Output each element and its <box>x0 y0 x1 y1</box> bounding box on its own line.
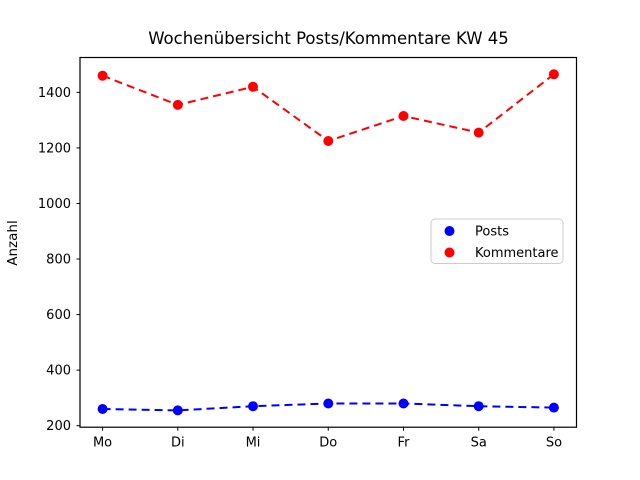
y-tick-label: 800 <box>46 253 71 268</box>
data-point-kommentare <box>323 136 334 146</box>
x-tick-label: Di <box>171 436 185 451</box>
data-point-kommentare <box>172 99 183 110</box>
data-point-posts <box>323 398 334 409</box>
y-tick-label: 600 <box>46 308 71 323</box>
x-tick-label: Fr <box>398 436 411 451</box>
data-point-posts <box>172 405 183 416</box>
x-tick-label: Mo <box>93 436 112 451</box>
legend-marker-kommentare <box>444 247 455 258</box>
data-point-posts <box>248 401 258 412</box>
data-point-posts <box>97 404 108 414</box>
data-point-kommentare <box>398 111 409 121</box>
axes-frame <box>79 56 578 428</box>
data-point-posts <box>398 398 409 409</box>
legend-marker-posts <box>444 226 455 236</box>
y-tick-label: 1000 <box>38 197 71 212</box>
x-tick-label: Sa <box>471 436 487 451</box>
chart-title: Wochenübersicht Posts/Kommentare KW 45 <box>148 29 509 48</box>
data-point-kommentare <box>548 69 559 80</box>
y-tick-label: 400 <box>46 364 71 379</box>
x-tick-label: Mi <box>246 436 261 451</box>
legend-box <box>430 218 564 264</box>
data-point-kommentare <box>248 81 258 92</box>
data-point-kommentare <box>473 127 484 138</box>
legend-label-posts: Posts <box>475 225 509 240</box>
y-axis-label: Anzahl <box>5 220 21 266</box>
data-point-posts <box>473 401 484 412</box>
x-tick-label: So <box>546 436 562 451</box>
legend-label-kommentare: Kommentare <box>475 246 559 261</box>
y-tick-label: 1400 <box>38 86 71 101</box>
series-line-kommentare <box>102 73 555 143</box>
data-point-kommentare <box>97 70 108 81</box>
data-point-posts <box>548 402 559 413</box>
x-tick-label: Do <box>319 436 337 451</box>
y-tick-label: 1200 <box>38 141 71 156</box>
y-tick-label: 200 <box>46 419 71 434</box>
